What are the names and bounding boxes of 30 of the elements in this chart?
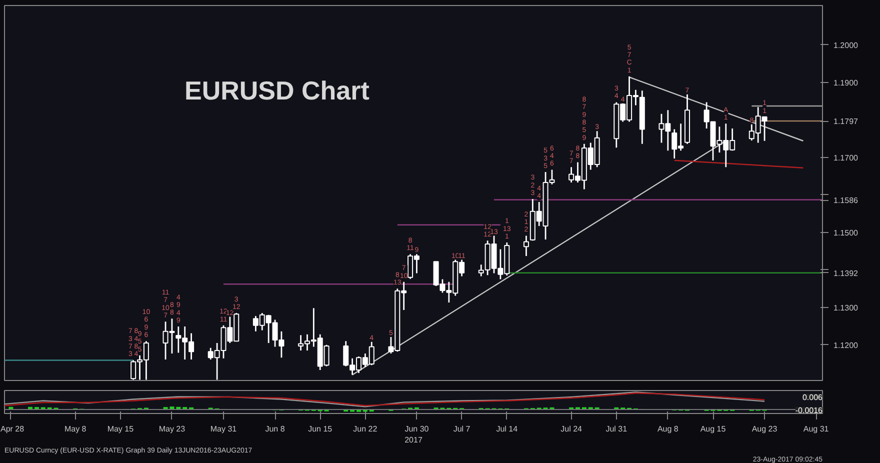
x-tick-label: Jun 30 <box>404 424 430 434</box>
x-tick-label: May 23 <box>158 424 186 434</box>
y-tick-label: 1.1586 <box>834 196 859 206</box>
x-tick-label: Aug 23 <box>752 424 778 434</box>
x-tick-label: May 15 <box>107 424 134 434</box>
x-tick-label: Aug 31 <box>803 424 830 434</box>
y-tick-label: 1.1392 <box>834 268 859 278</box>
y-tick-label: 1.1300 <box>834 303 859 312</box>
text: EURUSD Chart <box>184 76 370 106</box>
x-tick-label: May 31 <box>210 424 238 434</box>
x-tick-label: Aug 8 <box>657 424 679 434</box>
x-axis-title: 2017 <box>404 436 423 444</box>
annotation: 0.006 <box>802 392 824 402</box>
x-tick-label: Jun 22 <box>353 424 378 434</box>
x-tick-label: Apr 28 <box>0 424 25 434</box>
x-tick-label: Jul 24 <box>560 424 583 434</box>
x-tick-label: Jun 8 <box>265 424 286 434</box>
y-tick-label: 1.2000 <box>834 40 859 50</box>
x-tick-label: Jul 7 <box>453 424 471 434</box>
x-tick-label: Aug 15 <box>700 424 726 434</box>
x-tick-label: Jul 14 <box>496 424 518 434</box>
x-tick-label: May 8 <box>64 424 87 434</box>
y-tick-label: 1.1700 <box>834 153 859 162</box>
x-tick-label: Jun 15 <box>308 424 333 434</box>
y-tick-label: 1.1500 <box>834 228 859 238</box>
annotation: -0.0016 <box>795 406 824 415</box>
x-tick-label: Jul 31 <box>606 424 628 434</box>
y-tick-label: 1.1900 <box>834 78 859 88</box>
y-tick-label: 1.1200 <box>834 340 859 350</box>
y-tick-label: 1.1797 <box>834 117 859 126</box>
